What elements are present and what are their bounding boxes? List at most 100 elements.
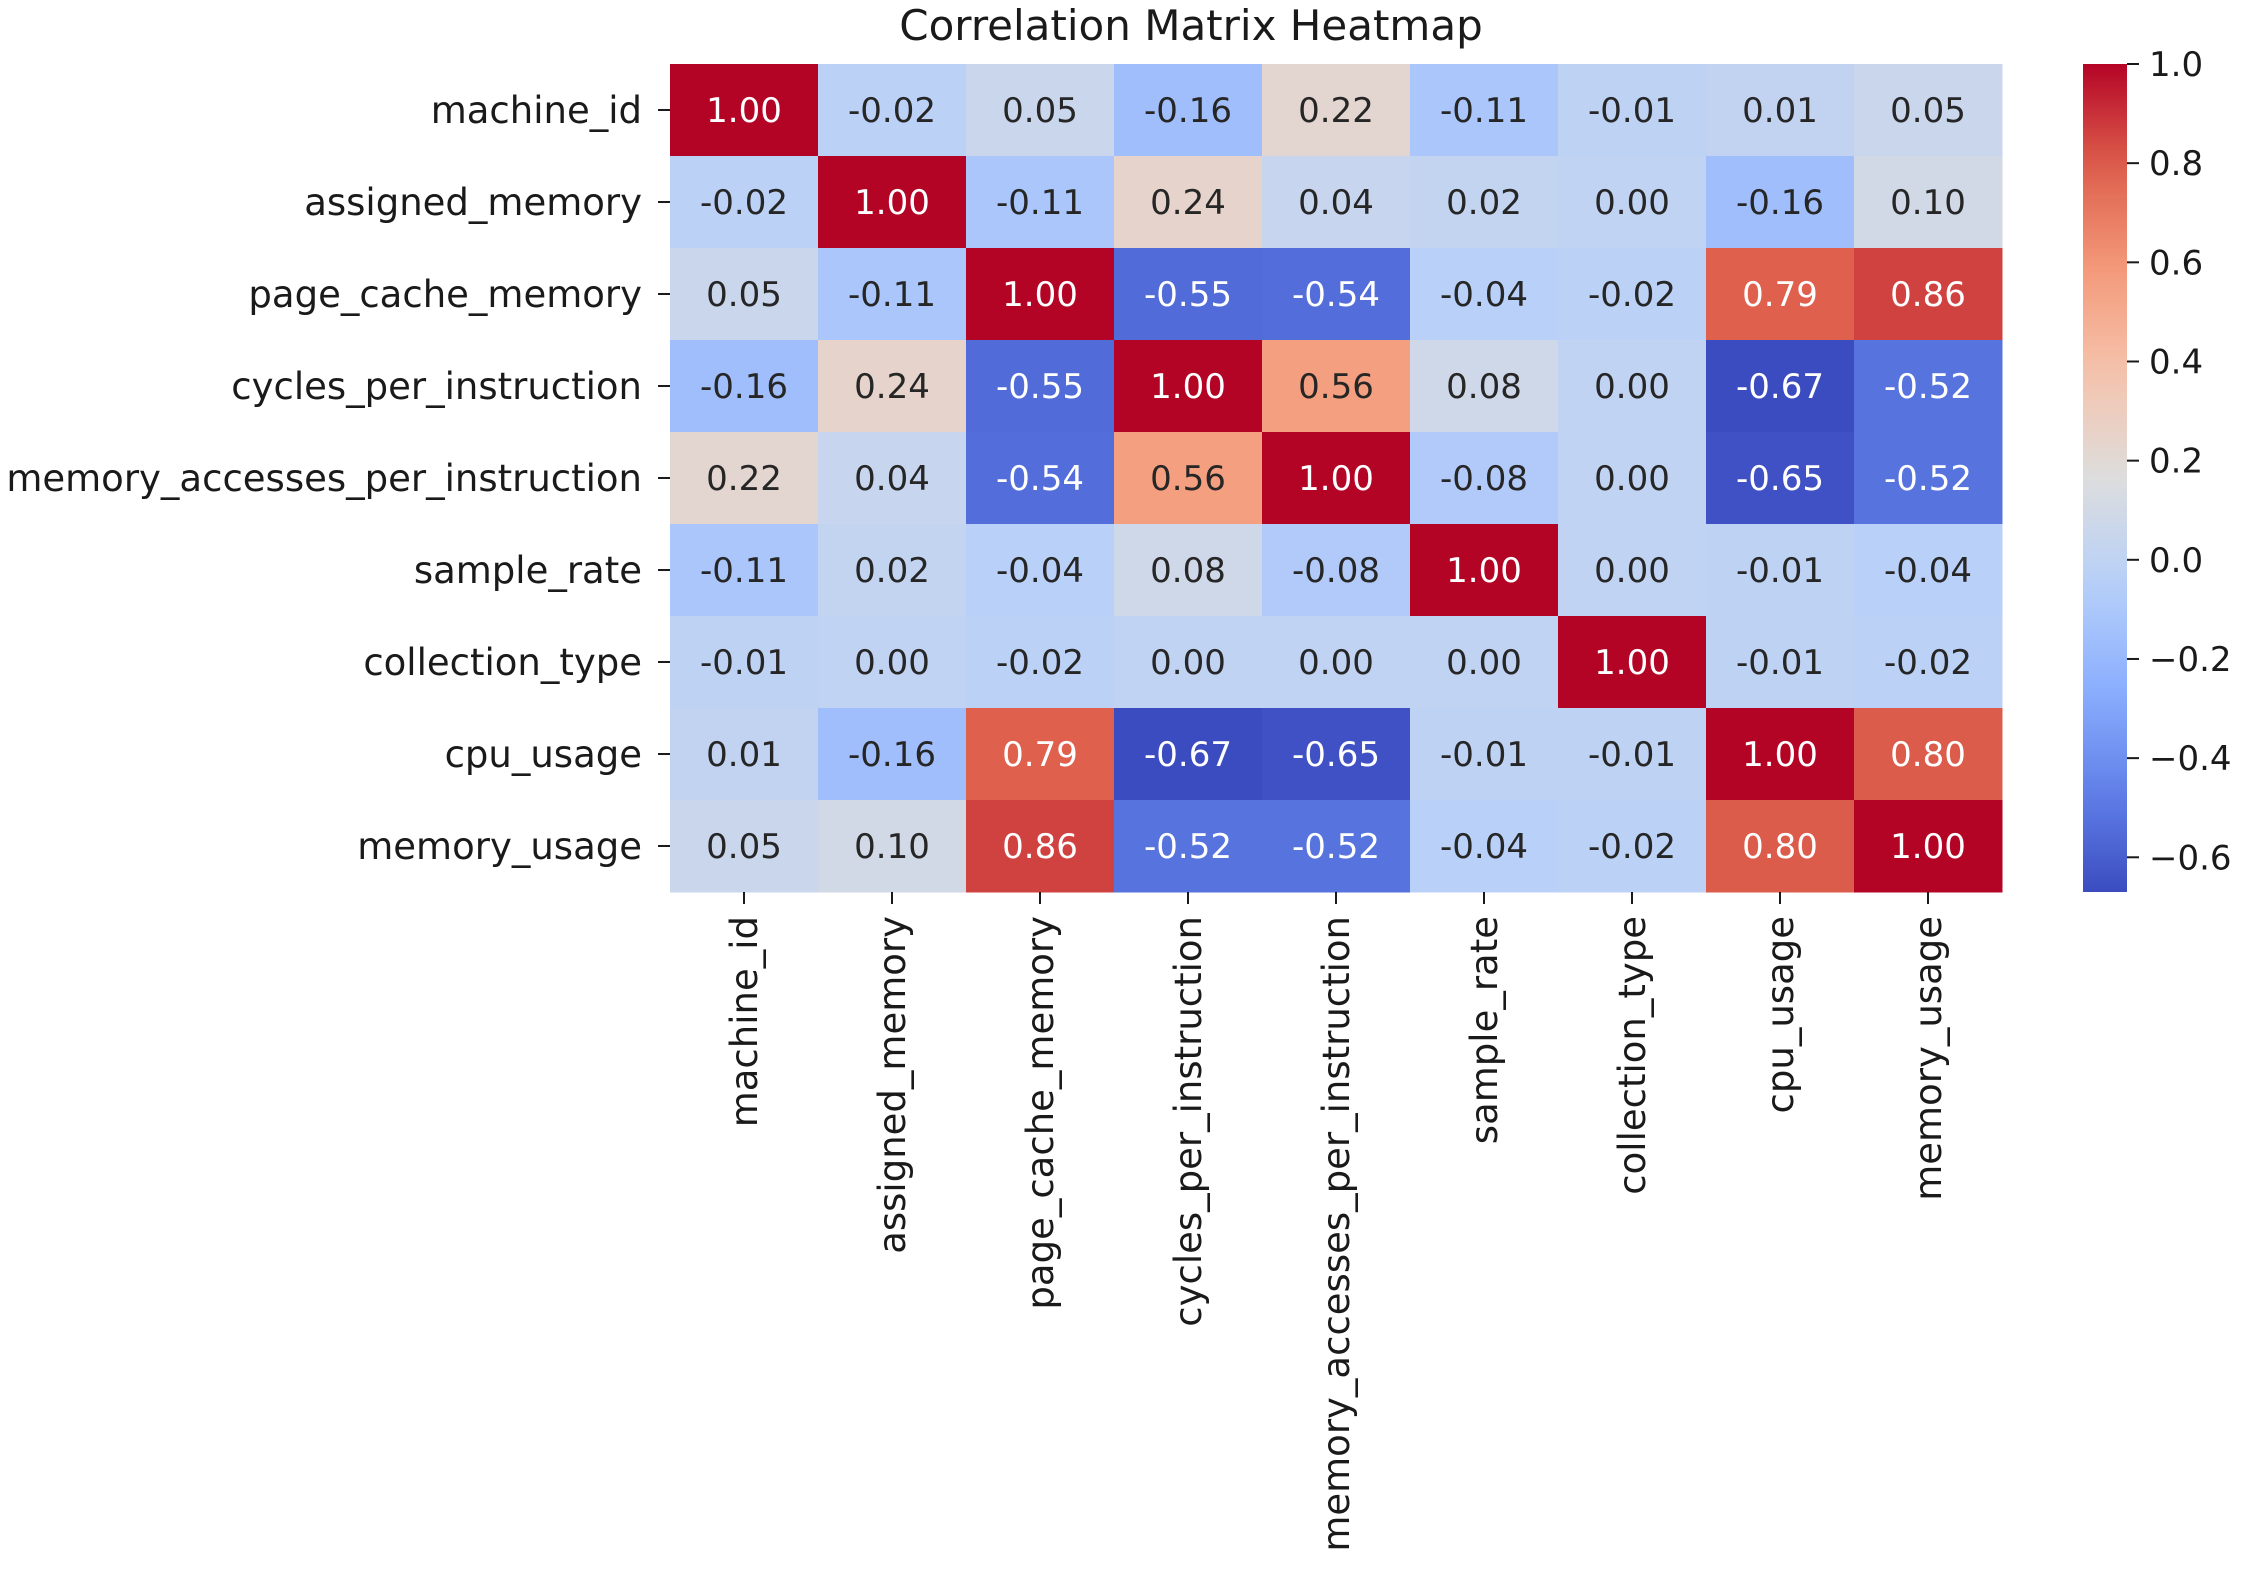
cell-value-label-1-7: -0.16	[1736, 183, 1824, 223]
heatmap-cell-8-7	[1706, 800, 1855, 893]
cell-value-label-8-2: 0.86	[1002, 827, 1078, 867]
cell-value-label-6-6: 1.00	[1594, 643, 1670, 683]
cell-value-label-7-5: -0.01	[1440, 735, 1528, 775]
cell-value-label-0-4: 0.22	[1298, 91, 1374, 131]
cell-value-label-1-3: 0.24	[1150, 183, 1226, 223]
heatmap-cell-6-4	[1262, 616, 1411, 709]
heatmap-cell-8-2	[966, 800, 1115, 893]
cell-value-label-5-0: -0.11	[700, 551, 788, 591]
cell-value-label-4-2: -0.54	[996, 459, 1084, 499]
cell-value-label-1-2: -0.11	[996, 183, 1084, 223]
cell-value-label-7-3: -0.67	[1144, 735, 1232, 775]
heatmap-cell-3-8	[1854, 340, 2003, 433]
heatmap-cell-1-4	[1262, 156, 1411, 249]
cell-value-label-5-2: -0.04	[996, 551, 1084, 591]
cell-value-label-3-8: -0.52	[1884, 367, 1972, 407]
heatmap-cell-6-7	[1706, 616, 1855, 709]
cell-value-label-6-8: -0.02	[1884, 643, 1972, 683]
heatmap-cell-7-0	[670, 708, 819, 801]
cell-value-label-7-8: 0.80	[1890, 735, 1966, 775]
chart-title: Correlation Matrix Heatmap	[899, 1, 1482, 50]
cell-value-label-2-3: -0.55	[1144, 275, 1232, 315]
col-label-4: memory_accesses_per_instruction	[1315, 916, 1358, 1552]
heatmap-cell-0-3	[1114, 64, 1263, 157]
cell-value-label-2-1: -0.11	[848, 275, 936, 315]
heatmap-cell-3-2	[966, 340, 1115, 433]
cell-value-label-3-0: -0.16	[700, 367, 788, 407]
cell-value-label-2-5: -0.04	[1440, 275, 1528, 315]
heatmap-cell-8-1	[818, 800, 967, 893]
heatmap-cell-1-2	[966, 156, 1115, 249]
cell-value-label-0-8: 0.05	[1890, 91, 1966, 131]
heatmap-cell-7-4	[1262, 708, 1411, 801]
cell-value-label-7-2: 0.79	[1002, 735, 1078, 775]
cell-value-label-5-3: 0.08	[1150, 551, 1226, 591]
heatmap-cell-1-0	[670, 156, 819, 249]
heatmap-cell-1-7	[1706, 156, 1855, 249]
heatmap-cell-0-8	[1854, 64, 2003, 157]
heatmap-cell-4-1	[818, 432, 967, 525]
heatmap-cell-6-2	[966, 616, 1115, 709]
col-label-1: assigned_memory	[871, 916, 914, 1254]
heatmap-cell-1-8	[1854, 156, 2003, 249]
cell-value-label-1-6: 0.00	[1594, 183, 1670, 223]
row-tick-labels: machine_id assigned_memory page_cache_memo…	[6, 89, 670, 868]
col-label-3: cycles_per_instruction	[1167, 916, 1210, 1327]
heatmap-cell-3-4	[1262, 340, 1411, 433]
heatmap-cell-5-4	[1262, 524, 1411, 617]
cell-value-label-1-0: -0.02	[700, 183, 788, 223]
colorbar-tick-label-7: −0.4	[2149, 739, 2232, 779]
cell-value-label-5-4: -0.08	[1292, 551, 1380, 591]
cell-value-label-5-1: 0.02	[854, 551, 930, 591]
heatmap-cell-3-1	[818, 340, 967, 433]
heatmap-cell-8-5	[1410, 800, 1559, 893]
heatmap-cell-6-5	[1410, 616, 1559, 709]
cell-value-label-8-7: 0.80	[1742, 827, 1818, 867]
cell-value-label-1-5: 0.02	[1446, 183, 1522, 223]
heatmap-cell-2-0	[670, 248, 819, 341]
col-label-0: machine_id	[723, 916, 766, 1127]
row-label-0: machine_id	[431, 89, 642, 132]
cell-value-label-8-6: -0.02	[1588, 827, 1676, 867]
col-label-2: page_cache_memory	[1019, 916, 1062, 1310]
cell-value-label-0-3: -0.16	[1144, 91, 1232, 131]
heatmap-cell-6-6	[1558, 616, 1707, 709]
cell-value-label-4-7: -0.65	[1736, 459, 1824, 499]
cell-value-label-0-2: 0.05	[1002, 91, 1078, 131]
heatmap-cell-2-7	[1706, 248, 1855, 341]
heatmap-cell-0-4	[1262, 64, 1411, 157]
heatmap-cell-2-6	[1558, 248, 1707, 341]
row-label-3: cycles_per_instruction	[231, 365, 642, 408]
row-label-6: collection_type	[363, 641, 642, 684]
heatmap-cell-1-6	[1558, 156, 1707, 249]
cell-value-label-7-4: -0.65	[1292, 735, 1380, 775]
cell-value-label-6-7: -0.01	[1736, 643, 1824, 683]
cell-value-label-5-6: 0.00	[1594, 551, 1670, 591]
heatmap-cell-5-6	[1558, 524, 1707, 617]
heatmap-cell-0-2	[966, 64, 1115, 157]
cell-value-label-5-8: -0.04	[1884, 551, 1972, 591]
row-label-4: memory_accesses_per_instruction	[6, 457, 642, 500]
heatmap-cell-8-8	[1854, 800, 2003, 893]
heatmap-cell-4-3	[1114, 432, 1263, 525]
cell-value-label-1-8: 0.10	[1890, 183, 1966, 223]
heatmap-cell-7-1	[818, 708, 967, 801]
cell-value-label-3-7: -0.67	[1736, 367, 1824, 407]
cell-value-label-8-1: 0.10	[854, 827, 930, 867]
heatmap-cell-3-3	[1114, 340, 1263, 433]
cell-value-label-6-0: -0.01	[700, 643, 788, 683]
column-tick-labels: machine_id assigned_memory page_cache_memo…	[723, 892, 1950, 1552]
cell-value-label-3-5: 0.08	[1446, 367, 1522, 407]
heatmap-cell-6-8	[1854, 616, 2003, 709]
heatmap-cell-6-1	[818, 616, 967, 709]
cell-value-label-2-4: -0.54	[1292, 275, 1380, 315]
row-label-8: memory_usage	[357, 825, 642, 868]
cell-value-label-0-5: -0.11	[1440, 91, 1528, 131]
heatmap-cell-6-0	[670, 616, 819, 709]
heatmap-cell-0-0	[670, 64, 819, 157]
colorbar-tick-label-2: 0.6	[2149, 243, 2203, 283]
heatmap-cell-2-1	[818, 248, 967, 341]
heatmap-cell-8-4	[1262, 800, 1411, 893]
